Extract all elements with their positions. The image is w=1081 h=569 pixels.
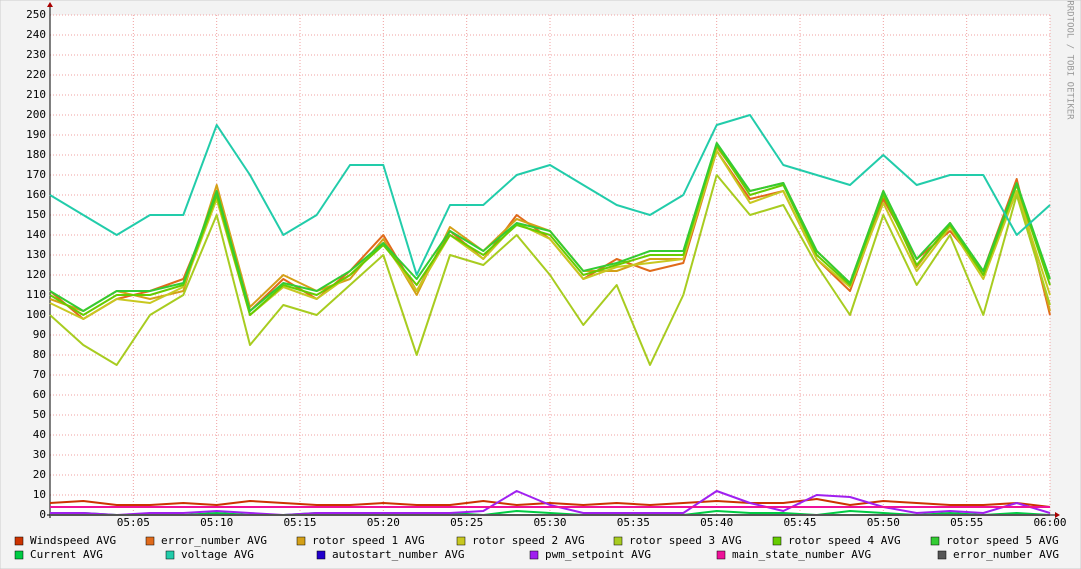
y-tick-label: 180	[26, 148, 46, 161]
y-tick-label: 90	[33, 328, 46, 341]
y-tick-label: 160	[26, 188, 46, 201]
legend-label: main_state_number AVG	[732, 548, 871, 561]
legend-label: rotor speed 1 AVG	[312, 534, 425, 547]
y-tick-label: 210	[26, 88, 46, 101]
y-tick-label: 220	[26, 68, 46, 81]
x-tick-label: 05:50	[867, 516, 900, 529]
legend-label: Windspeed AVG	[30, 534, 116, 547]
y-tick-label: 100	[26, 308, 46, 321]
legend-label: rotor speed 2 AVG	[472, 534, 585, 547]
legend-label: pwm_setpoint AVG	[545, 548, 651, 561]
y-tick-label: 250	[26, 8, 46, 21]
legend-label: autostart_number AVG	[332, 548, 464, 561]
legend-swatch	[456, 536, 466, 546]
legend-swatch	[930, 536, 940, 546]
y-tick-label: 110	[26, 288, 46, 301]
x-tick-label: 05:55	[950, 516, 983, 529]
y-tick-label: 150	[26, 208, 46, 221]
y-tick-label: 20	[33, 468, 46, 481]
y-tick-label: 40	[33, 428, 46, 441]
y-tick-label: 200	[26, 108, 46, 121]
x-tick-label: 06:00	[1033, 516, 1066, 529]
series-line	[49, 114, 1051, 276]
x-tick-label: 05:10	[200, 516, 233, 529]
legend-label: voltage AVG	[181, 548, 254, 561]
legend-swatch	[937, 550, 947, 560]
legend-swatch	[529, 550, 539, 560]
series-line	[49, 174, 1051, 366]
y-tick-label: 120	[26, 268, 46, 281]
legend-swatch	[613, 536, 623, 546]
legend-swatch	[165, 550, 175, 560]
y-tick-label: 60	[33, 388, 46, 401]
legend-swatch	[14, 536, 24, 546]
axis-arrow	[1055, 512, 1060, 518]
legend-swatch	[716, 550, 726, 560]
y-tick-label: 0	[39, 508, 46, 521]
legend-label: error_number AVG	[953, 548, 1059, 561]
x-tick-label: 05:25	[450, 516, 483, 529]
x-tick-label: 05:05	[117, 516, 150, 529]
y-tick-label: 80	[33, 348, 46, 361]
y-tick-label: 30	[33, 448, 46, 461]
y-tick-label: 70	[33, 368, 46, 381]
series-line	[49, 498, 1051, 508]
y-tick-label: 140	[26, 228, 46, 241]
series-line	[49, 510, 1051, 516]
series-line	[49, 144, 1051, 316]
legend-label: error_number AVG	[161, 534, 267, 547]
legend-swatch	[296, 536, 306, 546]
series-line	[49, 142, 1051, 312]
x-tick-label: 05:35	[617, 516, 650, 529]
y-tick-label: 50	[33, 408, 46, 421]
legend-label: rotor speed 5 AVG	[946, 534, 1059, 547]
legend-label: rotor speed 3 AVG	[629, 534, 742, 547]
legend-label: Current AVG	[30, 548, 103, 561]
series-line	[49, 150, 1051, 320]
y-tick-label: 130	[26, 248, 46, 261]
legend-label: rotor speed 4 AVG	[788, 534, 901, 547]
x-tick-label: 05:15	[283, 516, 316, 529]
legend-swatch	[14, 550, 24, 560]
y-tick-label: 170	[26, 168, 46, 181]
legend-swatch	[316, 550, 326, 560]
y-tick-label: 190	[26, 128, 46, 141]
y-tick-label: 230	[26, 48, 46, 61]
x-tick-label: 05:30	[533, 516, 566, 529]
watermark: RRDTOOL / TOBI OETIKER	[1065, 0, 1075, 120]
legend-swatch	[145, 536, 155, 546]
x-tick-label: 05:45	[783, 516, 816, 529]
y-tick-label: 10	[33, 488, 46, 501]
x-tick-label: 05:20	[367, 516, 400, 529]
legend-swatch	[772, 536, 782, 546]
axis-arrow	[47, 2, 53, 7]
x-tick-label: 05:40	[700, 516, 733, 529]
y-tick-label: 240	[26, 28, 46, 41]
